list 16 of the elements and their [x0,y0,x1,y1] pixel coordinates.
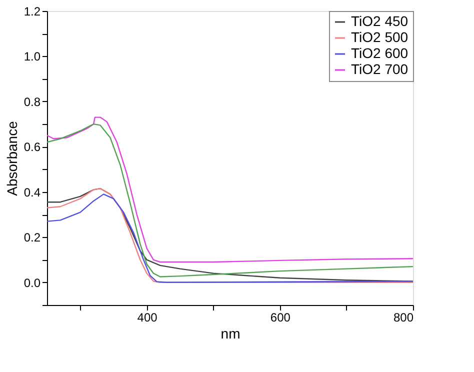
y-tick-label: 1.0 [24,50,41,64]
x-tick-label: 800 [393,310,414,324]
y-axis-title: Absorbance [4,120,20,196]
x-tick-label: 400 [137,310,158,324]
legend-label: TiO2 450 [351,13,408,29]
y-tick-label: 1.2 [24,4,41,18]
legend-label: TiO2 500 [351,29,408,45]
y-tick-label: 0.8 [24,94,41,109]
x-axis-title: nm [220,326,240,342]
y-tick-label: 0.0 [24,276,41,290]
y-tick-label: 0.2 [24,230,41,245]
y-tick-label: 0.4 [24,185,41,200]
legend-label: TiO2 700 [351,61,408,77]
y-tick-label: 0.6 [24,140,41,154]
x-tick-label: 600 [270,310,291,324]
legend-label: TiO2 600 [351,45,408,61]
